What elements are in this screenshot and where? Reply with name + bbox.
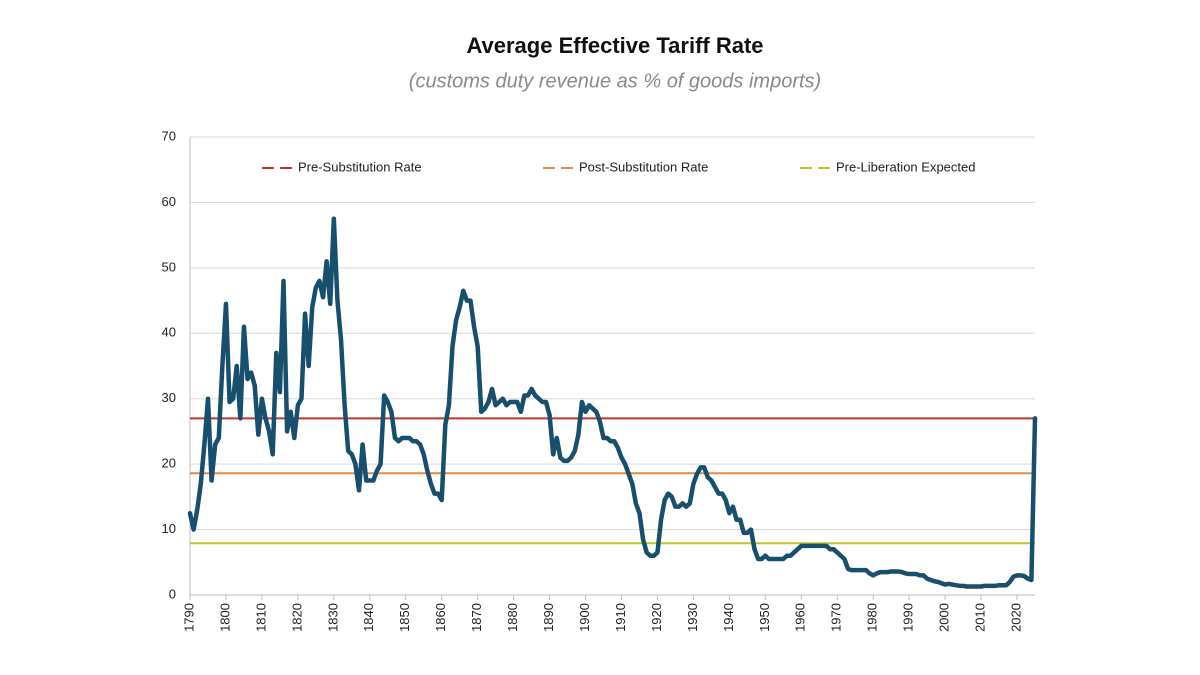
x-tick-label: 1920: [649, 603, 664, 632]
x-tick-label: 2020: [1008, 603, 1023, 632]
y-tick-label: 10: [162, 521, 176, 536]
x-tick-label: 2010: [973, 603, 988, 632]
x-tick-label: 1910: [613, 603, 628, 632]
x-tick-label: 1900: [577, 603, 592, 632]
y-tick-label: 20: [162, 456, 176, 471]
legend-label: Post-Substitution Rate: [579, 159, 708, 174]
x-tick-label: 1870: [469, 603, 484, 632]
x-tick-label: 1990: [901, 603, 916, 632]
x-tick-label: 1790: [181, 603, 196, 632]
x-tick-label: 1950: [757, 603, 772, 632]
x-tick-label: 1810: [253, 603, 268, 632]
chart-subtitle: (customs duty revenue as % of goods impo…: [409, 70, 821, 92]
x-tick-label: 1890: [541, 603, 556, 632]
x-tick-label: 1820: [289, 603, 304, 632]
y-tick-label: 50: [162, 259, 176, 274]
x-tick-label: 1960: [793, 603, 808, 632]
x-tick-label: 1970: [829, 603, 844, 632]
x-tick-label: 1830: [325, 603, 340, 632]
y-tick-label: 70: [162, 128, 176, 143]
x-tick-label: 1980: [865, 603, 880, 632]
x-tick-label: 1880: [505, 603, 520, 632]
data-line: [187, 216, 1038, 589]
legend-label: Pre-Substitution Rate: [298, 159, 422, 174]
y-tick-label: 40: [162, 325, 176, 340]
x-tick-label: 1800: [217, 603, 232, 632]
chart-title: Average Effective Tariff Rate: [466, 33, 763, 58]
y-tick-label: 60: [162, 194, 176, 209]
x-tick-label: 1940: [721, 603, 736, 632]
y-tick-label: 0: [169, 586, 176, 601]
y-tick-label: 30: [162, 390, 176, 405]
x-tick-label: 1930: [685, 603, 700, 632]
x-tick-label: 1850: [397, 603, 412, 632]
x-tick-label: 2000: [937, 603, 952, 632]
legend-label: Pre-Liberation Expected: [836, 159, 975, 174]
x-tick-label: 1860: [433, 603, 448, 632]
x-tick-label: 1840: [361, 603, 376, 632]
